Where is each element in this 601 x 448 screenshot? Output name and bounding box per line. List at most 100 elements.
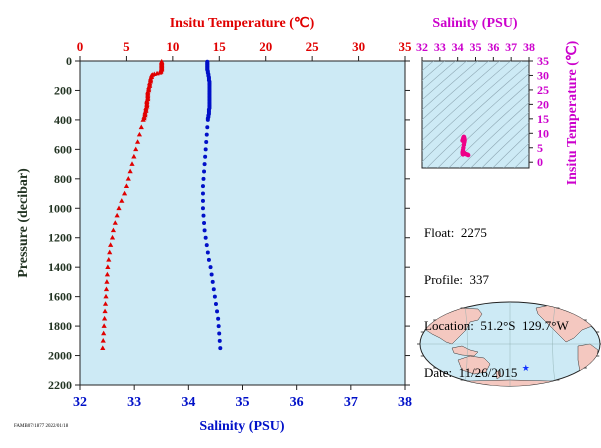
- land-south-america: [577, 343, 599, 381]
- temperature-point: [107, 249, 113, 255]
- salinity-point: [202, 228, 207, 233]
- footer-code: FAMB07/1877 2022/01/18: [14, 424, 69, 429]
- salinity-point: [202, 162, 207, 167]
- temperature-tick-label: 0: [77, 39, 84, 54]
- ts-salinity-tick-label: 34: [452, 40, 464, 54]
- ts-temperature-tick-label: 10: [537, 126, 549, 140]
- salinity-point: [202, 221, 207, 225]
- temperature-point: [101, 330, 107, 336]
- salinity-point: [217, 338, 222, 343]
- temperature-point: [127, 168, 133, 174]
- land-indonesia: [451, 345, 479, 357]
- temperature-point: [101, 323, 107, 328]
- density-contour: [503, 142, 529, 168]
- salinity-point: [205, 125, 210, 130]
- salinity-point: [205, 250, 210, 255]
- salinity-point: [200, 184, 205, 189]
- temperature-tick-label: 30: [352, 39, 365, 54]
- temperature-tick-label: 35: [399, 39, 413, 54]
- salinity-point: [216, 316, 221, 321]
- ts-salinity-axis: 32 33 34 35 36 37 38: [416, 40, 535, 61]
- float-location-marker: ★: [522, 364, 530, 374]
- salinity-axis-title: Salinity (PSU): [199, 419, 285, 434]
- density-contour: [481, 122, 529, 168]
- ts-salinity-tick-label: 38: [523, 40, 535, 54]
- salinity-point: [208, 265, 213, 270]
- profile-plot-area: [79, 60, 406, 386]
- salinity-point: [201, 213, 206, 218]
- ts-salinity-tick-label: 35: [470, 40, 482, 54]
- pressure-tick-label: 0: [66, 54, 72, 68]
- temperature-series: [100, 58, 165, 350]
- salinity-series: [200, 59, 223, 351]
- ts-temperature-axis-title: Insitu Temperature (℃): [565, 40, 580, 185]
- ts-salinity-axis-title: Salinity (PSU): [432, 16, 518, 31]
- temperature-point: [110, 227, 117, 233]
- temperature-point: [129, 161, 135, 166]
- pressure-axis: 0 200 400 600 800 1000 1200 1400 1600 1800 2000 220…: [48, 54, 410, 392]
- ts-salinity-tick-label: 32: [416, 40, 428, 54]
- temperature-point: [116, 205, 122, 211]
- pressure-tick-label: 1800: [48, 319, 72, 333]
- map-graticule: [420, 302, 600, 386]
- salinity-point: [218, 346, 223, 351]
- temperature-axis: 0 5 10 15 20 25 30 35: [77, 39, 412, 61]
- density-contours: [422, 61, 529, 168]
- ts-temperature-tick-label: 30: [537, 68, 549, 82]
- profile-date: Date: 11/26/2015: [424, 364, 518, 380]
- salinity-point: [204, 243, 209, 248]
- salinity-tick-label: 36: [290, 395, 304, 410]
- salinity-point: [204, 132, 209, 137]
- ts-salinity-tick-label: 36: [487, 40, 499, 54]
- pressure-tick-label: 1400: [48, 260, 72, 274]
- map-frame-ticks: [417, 307, 601, 381]
- temperature-point: [105, 264, 111, 269]
- temperature-point: [123, 183, 130, 188]
- temperature-point: [119, 198, 125, 203]
- salinity-point: [210, 279, 215, 284]
- pressure-tick-label: 1200: [48, 231, 72, 245]
- temperature-point: [104, 279, 110, 284]
- salinity-point: [216, 324, 221, 329]
- salinity-point: [201, 176, 206, 181]
- salinity-tick-label: 35: [236, 395, 250, 410]
- salinity-axis: 32 33 34 35 36 37 38: [73, 385, 412, 410]
- temperature-tick-label: 15: [213, 39, 227, 54]
- ts-temperature-tick-label: 0: [537, 155, 543, 169]
- salinity-point: [203, 154, 208, 159]
- salinity-point: [202, 169, 207, 174]
- temperature-point: [112, 220, 118, 225]
- pressure-tick-label: 1600: [48, 290, 72, 304]
- temperature-point: [103, 293, 109, 299]
- salinity-point: [211, 287, 216, 292]
- salinity-tick-label: 37: [344, 395, 358, 410]
- salinity-point: [203, 235, 208, 240]
- salinity-point: [212, 294, 217, 299]
- ts-salinity-tick-label: 33: [434, 40, 446, 54]
- density-contour: [492, 132, 529, 168]
- density-contour: [426, 73, 529, 168]
- temperature-axis-title: Insitu Temperature (℃): [170, 16, 315, 31]
- profile-panel: 0 5 10 15 20 25 30 35 32 33 34 35 36 37 38 0 200 400 600…: [16, 16, 412, 434]
- float-id: Float: 2275: [424, 225, 487, 240]
- ts-series: [460, 134, 471, 158]
- salinity-tick-label: 33: [127, 395, 141, 410]
- temperature-point: [102, 315, 108, 321]
- density-contour: [437, 82, 529, 168]
- pressure-tick-label: 600: [54, 142, 72, 156]
- temperature-point: [100, 345, 106, 350]
- pressure-tick-label: 800: [54, 172, 72, 186]
- density-contour: [459, 102, 529, 168]
- temperature-point: [134, 139, 141, 144]
- pressure-tick-label: 2000: [48, 349, 72, 363]
- density-contour: [470, 112, 529, 168]
- temperature-point: [100, 338, 106, 343]
- density-contour: [448, 92, 529, 168]
- temperature-tick-label: 25: [306, 39, 320, 54]
- salinity-point: [203, 147, 208, 152]
- temperature-tick-label: 10: [166, 39, 179, 54]
- salinity-point: [213, 302, 218, 306]
